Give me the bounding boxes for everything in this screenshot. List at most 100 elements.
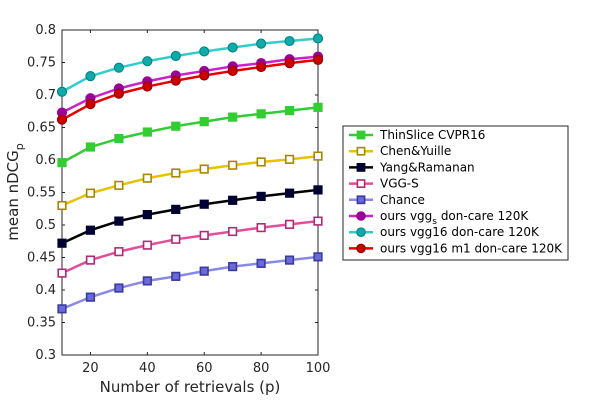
data-point: [57, 238, 67, 248]
x-tick-label: 80: [253, 361, 270, 376]
data-point: [313, 216, 323, 226]
series-2: [57, 185, 323, 248]
series-4: [57, 252, 323, 314]
legend-items: ThinSlice CVPR16 Chen&Yuille Yang&Ramanan V…: [349, 128, 563, 255]
x-tick-label: 100: [306, 361, 331, 376]
legend-label: ours vgg16 don-care 120K: [380, 225, 540, 239]
data-point: [313, 102, 323, 112]
data-point: [114, 216, 124, 226]
series-0: [57, 102, 323, 168]
legend-entry: ThinSlice CVPR16: [349, 128, 485, 142]
data-point: [256, 191, 266, 202]
legend-marker: [356, 211, 366, 221]
data-point: [227, 65, 238, 77]
y-tick-label: 0.5: [35, 218, 56, 233]
data-point: [85, 188, 96, 198]
series-line: [61, 188, 319, 245]
data-point: [256, 157, 266, 167]
legend-marker: [356, 179, 366, 188]
data-point: [284, 154, 295, 164]
series-line: [61, 106, 319, 164]
y-tick-label: 0.7: [35, 88, 56, 103]
legend-entry: ours vgg16 don-care 120K: [349, 225, 540, 239]
data-point: [113, 88, 124, 99]
data-point: [142, 240, 152, 250]
x-axis: 20 40 60 80 100: [82, 30, 330, 376]
series-line: [61, 55, 319, 114]
x-tick-label: 20: [82, 361, 99, 376]
series-line: [61, 219, 319, 275]
data-point: [199, 117, 209, 127]
data-point: [114, 133, 124, 144]
y-tick-label: 0.8: [35, 23, 56, 38]
data-point: [284, 219, 295, 229]
y-tick-label: 0.45: [27, 251, 56, 266]
data-point: [312, 54, 324, 66]
y-axis: 0.3 0.35 0.4 0.45 0.5 0.55 0.6 0.65 0.7 0.75 0.8: [27, 23, 318, 363]
legend-marker: [356, 227, 366, 237]
series-line: [61, 255, 319, 311]
data-point: [113, 62, 124, 73]
data-point: [171, 234, 181, 244]
legend-marker: [356, 163, 366, 172]
legend-label-name: Yang&Ramanan: [379, 160, 475, 174]
data-point: [312, 33, 324, 44]
data-point: [199, 199, 209, 209]
data-point: [228, 226, 238, 237]
legend-marker: [356, 243, 366, 254]
data-point: [284, 188, 295, 198]
data-point: [228, 261, 238, 272]
y-tick-label: 0.6: [35, 153, 56, 168]
legend-label: ours vgg16 m1 don-care 120K: [380, 241, 563, 255]
y-tick-label: 0.65: [27, 121, 56, 136]
series-7: [56, 54, 324, 125]
data-point: [142, 127, 152, 137]
data-point: [142, 173, 152, 183]
data-point: [313, 252, 323, 262]
series-1: [57, 151, 323, 211]
legend-label-name: ours vgg16 m1 don-care 120K: [380, 241, 563, 255]
data-point: [313, 185, 323, 195]
legend-label: ours vggs don-care 120K: [380, 209, 529, 227]
data-point: [228, 112, 238, 122]
legend-label-name: Chance: [380, 193, 425, 207]
data-point: [284, 255, 295, 265]
data-point: [85, 255, 96, 265]
data-point: [85, 292, 96, 302]
x-axis-label: Number of retrievals (p): [100, 378, 281, 396]
series-line: [61, 37, 319, 93]
series-3: [57, 216, 323, 278]
legend-label: VGG-S: [380, 177, 419, 191]
legend-label-suffix: don-care 120K: [437, 209, 529, 223]
legend-label: Chance: [380, 193, 425, 207]
legend-label-name: ours vgg16 don-care 120K: [380, 225, 540, 239]
data-point: [171, 271, 181, 281]
x-tick-label: 60: [196, 361, 213, 376]
legend-label: Chen&Yuille: [380, 144, 451, 158]
data-point: [85, 142, 96, 152]
data-point: [256, 61, 267, 73]
legend-label: ThinSlice CVPR16: [379, 128, 485, 142]
data-point: [142, 81, 153, 92]
legend-box: [342, 125, 569, 261]
legend-marker: [356, 146, 366, 156]
data-point: [171, 168, 181, 178]
data-point: [284, 35, 295, 47]
data-point: [114, 180, 124, 190]
legend-label-subscript: s: [432, 217, 437, 227]
legend-entry: Yang&Ramanan: [349, 160, 475, 174]
legend-label-name: ours vgg: [380, 209, 432, 223]
y-tick-label: 0.4: [35, 283, 56, 298]
data-point: [57, 268, 67, 278]
legend-marker: [356, 195, 366, 205]
legend-label-name: VGG-S: [380, 177, 419, 191]
legend-marker: [356, 130, 366, 140]
data-point: [85, 71, 96, 82]
data-point: [114, 283, 124, 293]
data-point: [171, 121, 181, 131]
data-point: [284, 106, 295, 116]
data-point: [256, 109, 266, 119]
data-point: [227, 42, 238, 53]
legend-entry: Chen&Yuille: [349, 144, 451, 158]
